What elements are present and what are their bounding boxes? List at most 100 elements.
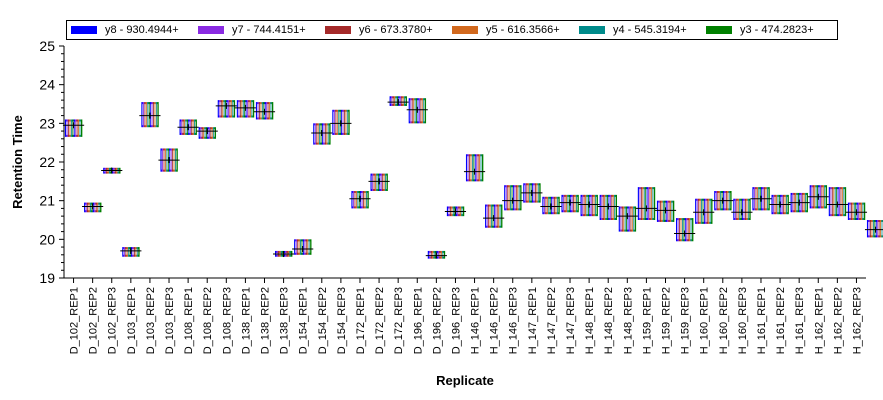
transition-band [326, 123, 328, 145]
transition-band [478, 154, 481, 182]
transition-band [710, 198, 713, 224]
transition-band [549, 196, 552, 215]
x-tick-label: H_159_REP2 [661, 287, 673, 354]
transition-band [222, 100, 224, 118]
transition-band [202, 127, 205, 139]
transition-band [515, 185, 518, 211]
transition-band [590, 194, 593, 217]
replicate-mark-D_138_REP1 [234, 100, 256, 118]
transition-band [86, 202, 89, 213]
replicate-mark-H_159_REP3 [674, 218, 696, 242]
replicate-mark-H_146_REP2 [483, 204, 505, 228]
transition-band [125, 247, 127, 257]
x-tick-label: D_196_REP2 [431, 287, 443, 354]
transition-band [574, 194, 576, 213]
transition-band [550, 196, 553, 215]
transition-band [875, 220, 878, 238]
x-tick-label: D_138_REP3 [279, 287, 291, 354]
replicate-mark-undefined [864, 220, 883, 238]
transition-band [609, 194, 612, 220]
transition-band [440, 250, 443, 259]
transition-band [749, 198, 751, 220]
transition-band [707, 198, 710, 224]
y-tick-label: 24 [39, 77, 55, 93]
transition-band [210, 127, 212, 139]
transition-band [238, 100, 240, 118]
transition-band [833, 187, 835, 217]
transition-band [230, 100, 233, 118]
x-tick-label: H_146_REP1 [470, 287, 482, 354]
x-tick-label: D_138_REP1 [240, 287, 252, 354]
transition-band [96, 202, 99, 213]
transition-band [365, 191, 368, 209]
transition-band [831, 187, 834, 217]
transition-band [843, 187, 845, 217]
transition-band [627, 206, 629, 232]
transition-band [212, 127, 215, 139]
transition-band [299, 239, 302, 255]
transition-band [733, 198, 735, 220]
transition-band [246, 100, 249, 118]
transition-band [545, 196, 547, 215]
legend-label: y5 - 616.3566+ [486, 24, 560, 36]
x-tick-label: D_154_REP1 [298, 287, 310, 354]
transition-band [270, 102, 272, 120]
transition-band [672, 200, 675, 222]
transition-band [659, 200, 662, 222]
x-tick-label: D_102_REP1 [69, 287, 81, 354]
replicate-mark-D_154_REP3 [330, 109, 352, 135]
transition-band [872, 220, 875, 238]
transition-band [442, 250, 444, 259]
transition-band [383, 173, 385, 191]
transition-band [474, 154, 477, 182]
transition-band [601, 194, 603, 220]
x-tick-label: H_147_REP2 [546, 287, 558, 354]
transition-band [348, 109, 350, 135]
replicate-mark-D_103_REP3 [158, 148, 180, 172]
x-tick-label: H_162_REP3 [851, 287, 863, 354]
transition-band [665, 200, 668, 222]
transition-band [141, 102, 143, 128]
transition-band [691, 218, 694, 242]
transition-band [129, 247, 132, 257]
transition-band [408, 98, 411, 124]
transition-band [696, 198, 699, 224]
transition-band [268, 102, 271, 120]
transition-band [80, 119, 83, 137]
y-tick-label: 19 [39, 270, 55, 286]
transition-band [313, 123, 315, 145]
transition-band [630, 206, 632, 232]
transition-band [376, 173, 378, 191]
x-tick-label: D_102_REP2 [88, 287, 100, 354]
transition-band [207, 127, 209, 139]
transition-band [572, 194, 575, 213]
replicate-mark-H_161_REP3 [788, 192, 810, 213]
transition-band [352, 191, 355, 209]
transition-band [72, 119, 74, 137]
transition-band [420, 98, 422, 124]
transition-band [606, 194, 609, 220]
replicate-mark-H_160_REP2 [712, 191, 734, 211]
transition-band [571, 194, 574, 213]
transition-band [346, 109, 349, 135]
transition-band [328, 123, 331, 145]
transition-band [709, 198, 712, 224]
transition-band [223, 100, 226, 118]
transition-band [611, 194, 613, 220]
transition-band [493, 204, 496, 228]
transition-band [519, 185, 522, 211]
transition-band [737, 198, 740, 220]
x-tick-label: D_154_REP3 [336, 287, 348, 354]
transition-band [623, 206, 625, 232]
transition-band [543, 196, 546, 215]
transition-band [568, 194, 571, 213]
x-tick-label: H_162_REP1 [813, 287, 825, 354]
transition-band [652, 187, 654, 220]
transition-band [145, 102, 148, 128]
replicate-mark-D_102_REP2 [82, 202, 104, 213]
transition-band [152, 102, 155, 128]
transition-band [410, 98, 412, 124]
legend-swatch [325, 26, 351, 34]
transition-band [201, 127, 204, 139]
transition-band [327, 123, 330, 145]
